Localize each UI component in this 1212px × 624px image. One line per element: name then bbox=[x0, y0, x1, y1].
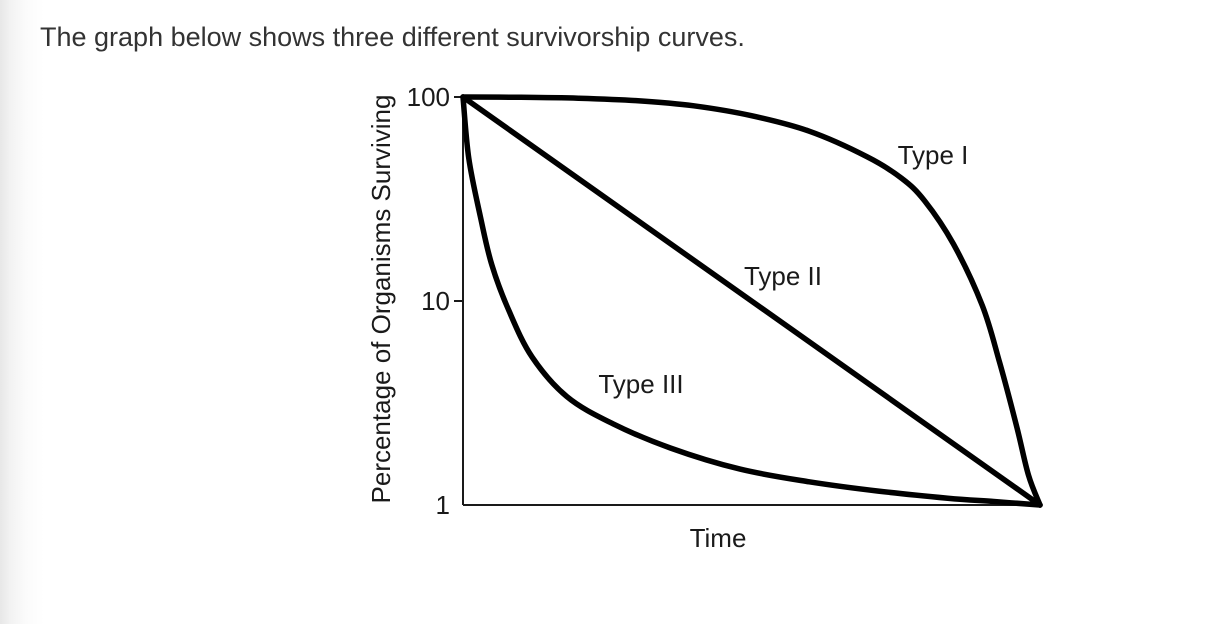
y-tick-label: 100 bbox=[407, 82, 450, 112]
series-line-type-iii bbox=[460, 94, 1043, 508]
curve-label-type-ii: Type II bbox=[744, 261, 822, 291]
x-axis-label: Time bbox=[690, 523, 747, 553]
series-labels: Type I Type II Type III bbox=[598, 140, 968, 399]
series-line-type-i bbox=[460, 94, 1043, 508]
series-line-type-ii bbox=[460, 94, 1043, 508]
y-tick-label: 10 bbox=[421, 286, 450, 316]
left-edge-shadow bbox=[0, 0, 44, 624]
curve-label-type-iii: Type III bbox=[598, 369, 683, 399]
y-axis-label: Percentage of Organisms Surviving bbox=[366, 95, 396, 504]
chart-series bbox=[460, 94, 1043, 508]
question-prompt: The graph below shows three different su… bbox=[40, 22, 745, 52]
curve-label-type-i: Type I bbox=[898, 140, 969, 170]
y-tick-label: 1 bbox=[436, 490, 450, 520]
y-ticks: 100 10 1 bbox=[407, 82, 463, 520]
